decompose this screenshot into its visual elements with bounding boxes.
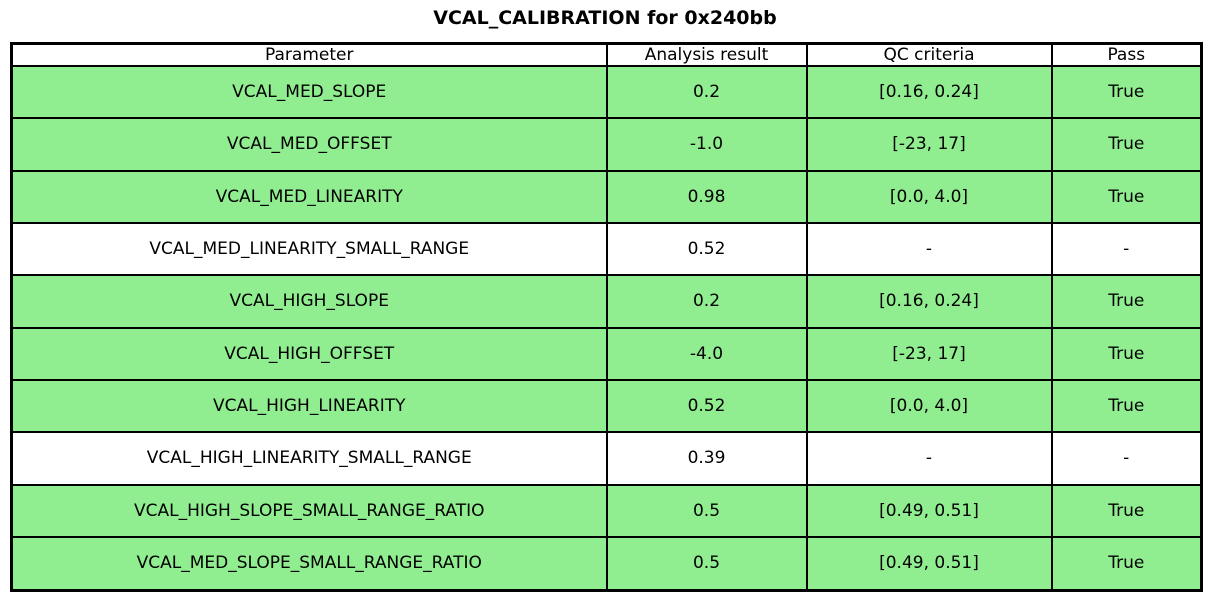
cell-analysis-result: -4.0 [605,326,808,381]
cell-pass: True [1050,274,1203,329]
table-row: VCAL_MED_LINEARITY 0.98 [0.0, 4.0] True [10,169,1203,224]
cell-pass: True [1050,326,1203,381]
cell-analysis-result: -1.0 [605,117,808,172]
cell-qc-criteria: [0.49, 0.51] [805,483,1053,538]
table-row: VCAL_HIGH_SLOPE 0.2 [0.16, 0.24] True [10,274,1203,329]
table-row: VCAL_HIGH_LINEARITY_SMALL_RANGE 0.39 - - [10,431,1203,486]
cell-pass: - [1050,431,1203,486]
column-header-qc-criteria: QC criteria [805,42,1053,67]
cell-qc-criteria: - [805,431,1053,486]
table-row: VCAL_MED_LINEARITY_SMALL_RANGE 0.52 - - [10,221,1203,277]
table-row: VCAL_HIGH_LINEARITY 0.52 [0.0, 4.0] True [10,378,1203,434]
cell-pass: True [1050,535,1203,592]
cell-analysis-result: 0.5 [605,535,808,592]
cell-analysis-result: 0.2 [605,274,808,329]
table-row: VCAL_HIGH_SLOPE_SMALL_RANGE_RATIO 0.5 [0… [10,483,1203,538]
cell-analysis-result: 0.5 [605,483,808,538]
cell-qc-criteria: [0.49, 0.51] [805,535,1053,592]
cell-qc-criteria: [-23, 17] [805,117,1053,172]
cell-parameter: VCAL_MED_LINEARITY_SMALL_RANGE [10,221,608,277]
cell-pass: True [1050,169,1203,224]
cell-qc-criteria: [-23, 17] [805,326,1053,381]
cell-parameter: VCAL_MED_LINEARITY [10,169,608,224]
column-header-analysis-result: Analysis result [605,42,808,67]
cell-parameter: VCAL_MED_SLOPE [10,64,608,120]
cell-parameter: VCAL_MED_SLOPE_SMALL_RANGE_RATIO [10,535,608,592]
cell-parameter: VCAL_MED_OFFSET [10,117,608,172]
cell-qc-criteria: [0.0, 4.0] [805,378,1053,434]
column-header-pass: Pass [1050,42,1203,67]
cell-parameter: VCAL_HIGH_OFFSET [10,326,608,381]
cell-parameter: VCAL_HIGH_SLOPE_SMALL_RANGE_RATIO [10,483,608,538]
table-row: VCAL_MED_SLOPE 0.2 [0.16, 0.24] True [10,64,1203,120]
page-title: VCAL_CALIBRATION for 0x240bb [433,7,777,29]
cell-analysis-result: 0.39 [605,431,808,486]
cell-pass: - [1050,221,1203,277]
table-row: VCAL_MED_SLOPE_SMALL_RANGE_RATIO 0.5 [0.… [10,535,1203,592]
cell-qc-criteria: [0.16, 0.24] [805,274,1053,329]
cell-pass: True [1050,378,1203,434]
cell-qc-criteria: - [805,221,1053,277]
cell-analysis-result: 0.98 [605,169,808,224]
cell-parameter: VCAL_HIGH_LINEARITY [10,378,608,434]
cell-pass: True [1050,483,1203,538]
cell-parameter: VCAL_HIGH_LINEARITY_SMALL_RANGE [10,431,608,486]
cell-pass: True [1050,64,1203,120]
cell-qc-criteria: [0.0, 4.0] [805,169,1053,224]
table-header-row: Parameter Analysis result QC criteria Pa… [10,42,1203,67]
cell-pass: True [1050,117,1203,172]
qc-criteria-table: Parameter Analysis result QC criteria Pa… [10,42,1203,592]
cell-analysis-result: 0.52 [605,378,808,434]
cell-parameter: VCAL_HIGH_SLOPE [10,274,608,329]
table-row: VCAL_MED_OFFSET -1.0 [-23, 17] True [10,117,1203,172]
table-row: VCAL_HIGH_OFFSET -4.0 [-23, 17] True [10,326,1203,381]
cell-analysis-result: 0.52 [605,221,808,277]
cell-qc-criteria: [0.16, 0.24] [805,64,1053,120]
cell-analysis-result: 0.2 [605,64,808,120]
column-header-parameter: Parameter [10,42,608,67]
